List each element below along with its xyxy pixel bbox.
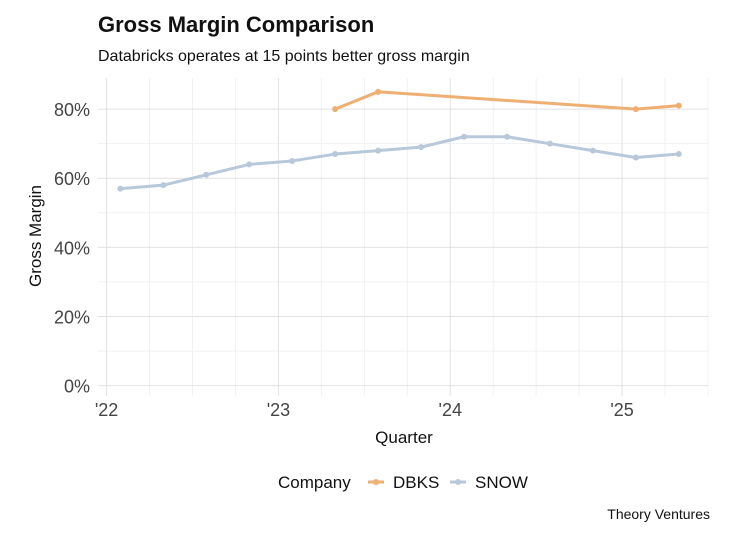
y-tick-label: 40%: [54, 238, 90, 258]
data-point-dbks: [675, 102, 682, 109]
data-point-snow: [375, 147, 382, 154]
legend-label-snow: SNOW: [475, 473, 528, 492]
data-point-snow: [589, 147, 596, 154]
chart-title: Gross Margin Comparison: [98, 12, 375, 37]
x-tick-label: '24: [439, 400, 462, 420]
y-axis-label: Gross Margin: [26, 185, 45, 287]
x-axis-label: Quarter: [375, 428, 433, 447]
data-point-snow: [632, 154, 639, 161]
chart-subtitle: Databricks operates at 15 points better …: [98, 48, 470, 65]
x-tick-label: '25: [610, 400, 633, 420]
data-point-snow: [503, 133, 510, 140]
data-point-snow: [160, 182, 167, 189]
y-tick-labels: 0% 20% 40% 60% 80%: [54, 100, 90, 397]
x-tick-label: '22: [95, 400, 118, 420]
data-point-dbks: [632, 106, 639, 113]
data-point-snow: [546, 140, 553, 147]
major-gridlines: [98, 78, 708, 396]
y-tick-label: 60%: [54, 169, 90, 189]
legend-key-dbks-point: [373, 479, 379, 485]
y-tick-label: 20%: [54, 308, 90, 328]
x-tick-labels: '22 '23 '24 '25: [95, 400, 634, 420]
data-point-snow: [461, 133, 467, 140]
chart-caption: Theory Ventures: [607, 506, 710, 522]
series-line-dbks: [333, 90, 681, 111]
series-layer: [117, 88, 682, 192]
data-point-snow: [332, 151, 339, 158]
minor-gridlines: [98, 78, 709, 396]
y-tick-label: 0%: [64, 377, 90, 397]
data-point-snow: [418, 144, 425, 151]
data-point-dbks: [375, 88, 382, 95]
series-line-snow: [118, 135, 681, 191]
legend: Company DBKS SNOW: [278, 473, 528, 492]
data-point-snow: [203, 171, 210, 178]
data-point-dbks: [332, 106, 339, 113]
x-tick-label: '23: [267, 400, 290, 420]
data-point-snow: [675, 151, 682, 158]
y-tick-label: 80%: [54, 100, 90, 120]
legend-label-dbks: DBKS: [393, 473, 439, 492]
data-point-snow: [289, 157, 296, 164]
legend-key-snow-point: [455, 479, 461, 485]
legend-title: Company: [278, 473, 351, 492]
data-point-snow: [117, 185, 124, 192]
data-point-snow: [246, 161, 253, 168]
